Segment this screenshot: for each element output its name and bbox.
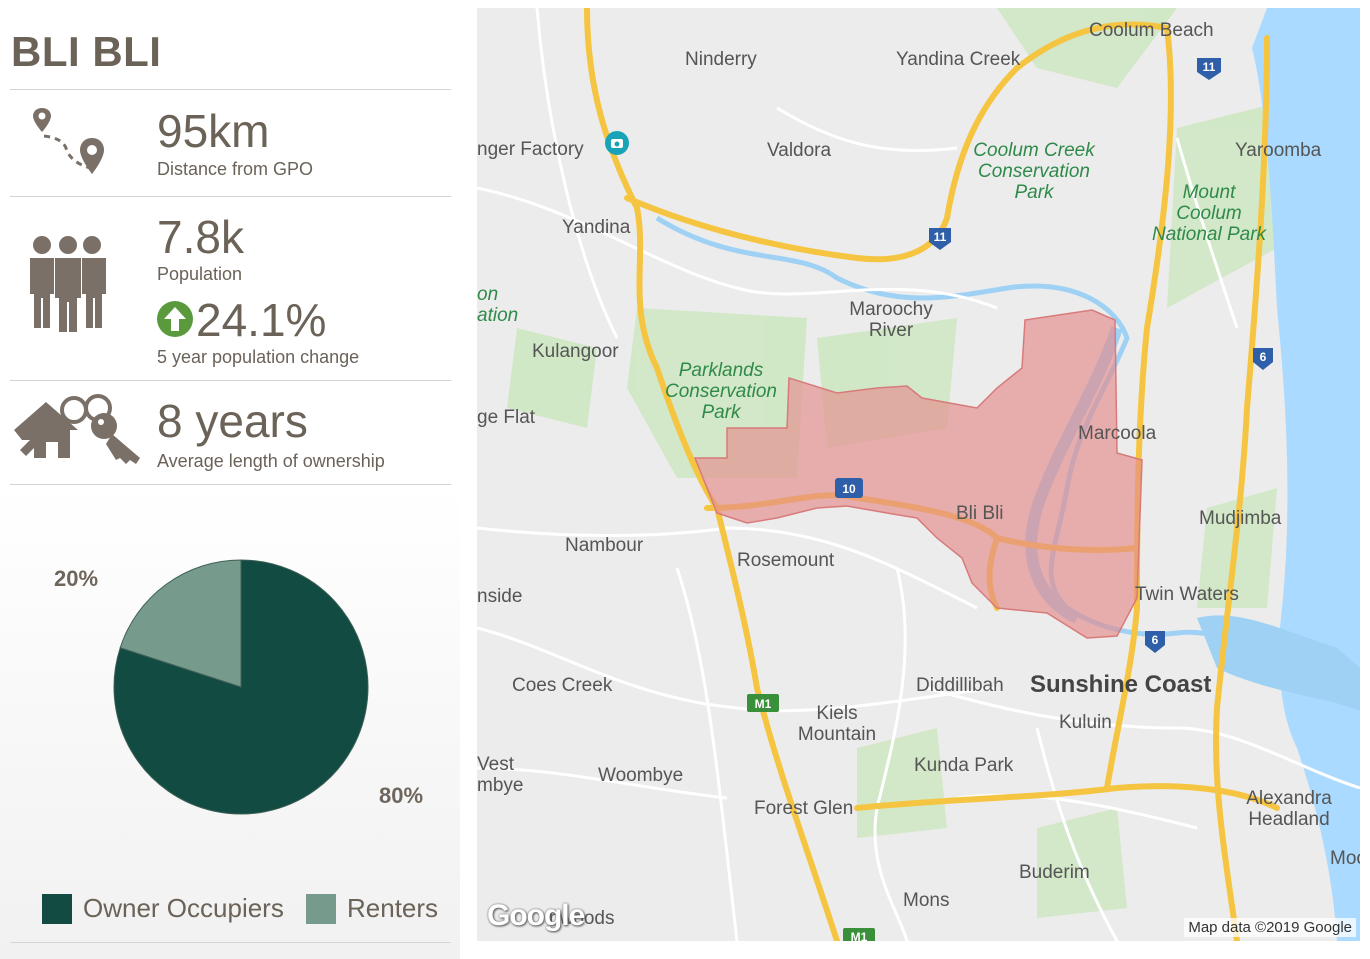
park-label-parklands: Parklands Conservation Park	[665, 360, 777, 423]
distance-value: 95km	[157, 105, 270, 157]
place-label-rosemount: Rosemount	[737, 550, 835, 571]
place-label-maroochy-river: Maroochy River	[849, 299, 933, 341]
legend-label-renters: Renters	[347, 893, 439, 923]
park-label-coolum-creek: Coolum Creek Conservation Park	[973, 140, 1096, 203]
map-canvas[interactable]: 11 11 6 6 10 M1 M1	[477, 8, 1360, 941]
place-label-ation: ation	[477, 305, 518, 326]
place-label-buderim: Buderim	[1019, 862, 1090, 883]
route-11-shield-north: 11	[1197, 58, 1221, 80]
place-label-coolum-beach: Coolum Beach	[1089, 20, 1214, 41]
svg-text:M1: M1	[755, 697, 772, 711]
people-icon	[30, 236, 106, 332]
place-label-alexandra-headland: Alexandra Headland	[1246, 788, 1332, 830]
population-change-label: 5 year population change	[157, 347, 360, 367]
legend-label-owner-occupiers: Owner Occupiers	[83, 893, 284, 923]
ownership-value: 8 years	[157, 395, 308, 447]
route-pins-icon	[33, 108, 104, 174]
place-label-bli-bli: Bli Bli	[956, 503, 1004, 524]
place-label-nside: nside	[477, 586, 522, 607]
route-6-shield: 6	[1253, 348, 1273, 370]
place-label-twin-waters: Twin Waters	[1135, 584, 1239, 605]
place-label-mons: Mons	[903, 890, 949, 911]
svg-text:6: 6	[1260, 350, 1267, 364]
place-label-woombye: Woombye	[598, 765, 683, 786]
pie-slice-renters	[119, 559, 242, 688]
place-label-on: on	[477, 284, 498, 305]
svg-text:11: 11	[1203, 60, 1216, 74]
distance-label: Distance from GPO	[157, 159, 314, 179]
place-label-yandina-creek: Yandina Creek	[896, 49, 1021, 70]
suburb-title: BLI BLI	[11, 28, 162, 75]
place-label-mbye: mbye	[477, 775, 523, 796]
place-label-ninderry: Ninderry	[685, 49, 757, 70]
place-label-kuluin: Kuluin	[1059, 712, 1112, 733]
pie-slice-owner-occupiers	[113, 559, 369, 815]
divider	[10, 484, 451, 485]
place-label-mudjimba: Mudjimba	[1199, 508, 1282, 529]
google-logo: Google	[487, 899, 585, 932]
bli-bli-boundary[interactable]	[693, 309, 1143, 639]
route-6-shield-south: 6	[1145, 631, 1165, 653]
place-label-vest: Vest	[477, 754, 515, 775]
legend-swatch-renters	[306, 894, 336, 924]
divider	[10, 380, 451, 381]
tenure-pie-chart	[113, 559, 369, 815]
place-label-ginger-factory: nger Factory	[477, 139, 584, 160]
up-arrow-icon	[157, 301, 193, 337]
place-label-valdora: Valdora	[767, 140, 832, 161]
m1-shield: M1	[747, 694, 779, 712]
svg-text:6: 6	[1152, 633, 1159, 647]
place-label-ge-flat: ge Flat	[477, 407, 536, 428]
owner-occupiers-percent-label: 80%	[379, 783, 424, 808]
divider	[10, 196, 451, 197]
place-label-kunda-park: Kunda Park	[914, 755, 1014, 776]
m1-shield-south: M1	[843, 928, 875, 941]
renters-percent-label: 20%	[54, 566, 99, 591]
attraction-camera-icon[interactable]	[605, 131, 629, 155]
place-label-diddillibah: Diddillibah	[916, 675, 1004, 696]
place-label-nwoods: nwoods	[549, 908, 615, 929]
suburb-map[interactable]: 11 11 6 6 10 M1 M1	[477, 8, 1360, 941]
place-label-yaroomba: Yaroomba	[1235, 140, 1322, 161]
place-label-marcoola: Marcoola	[1078, 423, 1157, 444]
divider	[10, 942, 451, 943]
place-label-yandina: Yandina	[562, 217, 631, 238]
park-label-mount-coolum: Mount Coolum National Park	[1152, 182, 1268, 245]
map-attribution[interactable]: Map data ©2019 Google	[1184, 918, 1356, 937]
route-11-shield: 11	[929, 228, 951, 250]
house-keys-icon	[14, 394, 140, 464]
svg-text:10: 10	[842, 482, 856, 496]
place-label-coes-creek: Coes Creek	[512, 675, 613, 696]
divider	[10, 89, 451, 90]
legend-swatch-owner-occupiers	[42, 894, 72, 924]
place-label-forest-glen: Forest Glen	[754, 798, 853, 819]
population-label: Population	[157, 264, 243, 284]
place-label-kiels-mountain: Kiels Mountain	[798, 703, 876, 745]
place-label-nambour: Nambour	[565, 535, 644, 556]
place-label-moo: Moo	[1330, 848, 1360, 869]
ownership-label: Average length of ownership	[157, 451, 385, 471]
place-label-kulangoor: Kulangoor	[532, 341, 619, 362]
city-label-sunshine-coast: Sunshine Coast	[1030, 671, 1211, 698]
population-change-value: 24.1%	[196, 294, 327, 346]
route-10-shield: 10	[835, 478, 863, 498]
svg-text:11: 11	[934, 230, 947, 244]
svg-text:M1: M1	[851, 930, 868, 941]
population-value: 7.8k	[157, 211, 244, 263]
